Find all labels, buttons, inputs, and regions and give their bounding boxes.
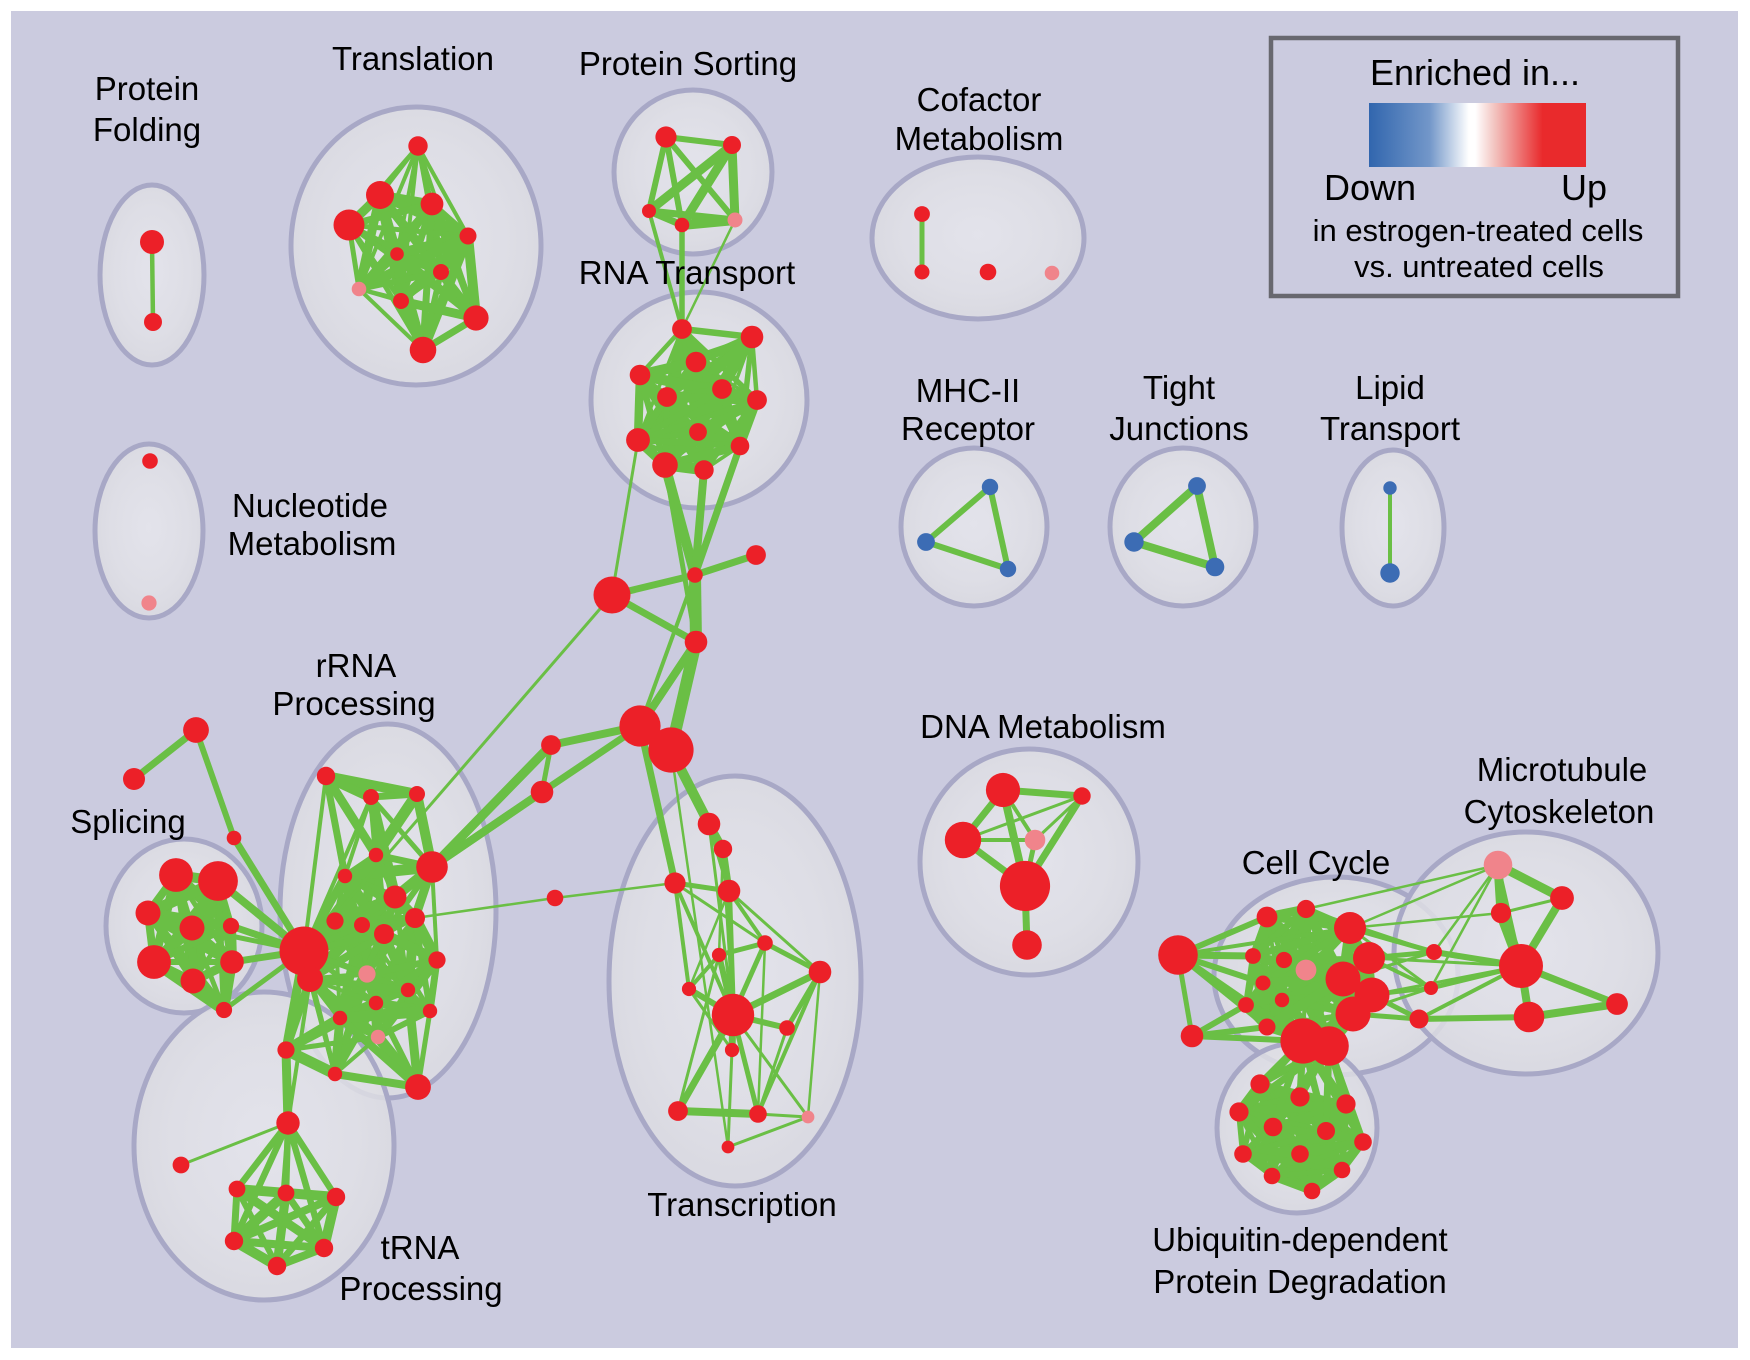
svg-text:Protein Degradation: Protein Degradation [1153, 1263, 1447, 1300]
svg-text:Microtubule: Microtubule [1477, 751, 1648, 788]
svg-text:Up: Up [1561, 167, 1607, 208]
svg-text:Metabolism: Metabolism [228, 525, 397, 562]
svg-text:Protein Sorting: Protein Sorting [579, 45, 797, 82]
svg-text:Ubiquitin-dependent: Ubiquitin-dependent [1152, 1221, 1447, 1258]
svg-text:Enriched in...: Enriched in... [1370, 52, 1580, 93]
svg-text:Transcription: Transcription [647, 1186, 837, 1223]
svg-text:in estrogen-treated cells: in estrogen-treated cells [1313, 213, 1644, 248]
svg-text:Receptor: Receptor [901, 410, 1035, 447]
svg-text:Junctions: Junctions [1109, 410, 1248, 447]
svg-text:DNA Metabolism: DNA Metabolism [920, 708, 1166, 745]
svg-text:rRNA: rRNA [316, 647, 397, 684]
svg-text:MHC-II: MHC-II [916, 372, 1020, 409]
svg-text:Processing: Processing [339, 1270, 502, 1307]
svg-text:Processing: Processing [272, 685, 435, 722]
svg-text:Tight: Tight [1143, 369, 1215, 406]
svg-text:Folding: Folding [93, 111, 201, 148]
svg-text:Lipid: Lipid [1355, 369, 1425, 406]
svg-text:Cell Cycle: Cell Cycle [1242, 844, 1391, 881]
svg-text:Translation: Translation [332, 40, 494, 77]
svg-text:Transport: Transport [1320, 410, 1460, 447]
svg-text:tRNA: tRNA [381, 1229, 460, 1266]
svg-text:Cofactor: Cofactor [917, 81, 1042, 118]
svg-text:Splicing: Splicing [70, 803, 186, 840]
svg-text:Protein: Protein [95, 70, 200, 107]
svg-text:vs. untreated cells: vs. untreated cells [1354, 249, 1604, 284]
svg-text:Cytoskeleton: Cytoskeleton [1464, 793, 1655, 830]
svg-text:RNA Transport: RNA Transport [579, 254, 795, 291]
svg-text:Nucleotide: Nucleotide [232, 487, 388, 524]
svg-text:Down: Down [1324, 167, 1416, 208]
svg-text:Metabolism: Metabolism [895, 120, 1064, 157]
